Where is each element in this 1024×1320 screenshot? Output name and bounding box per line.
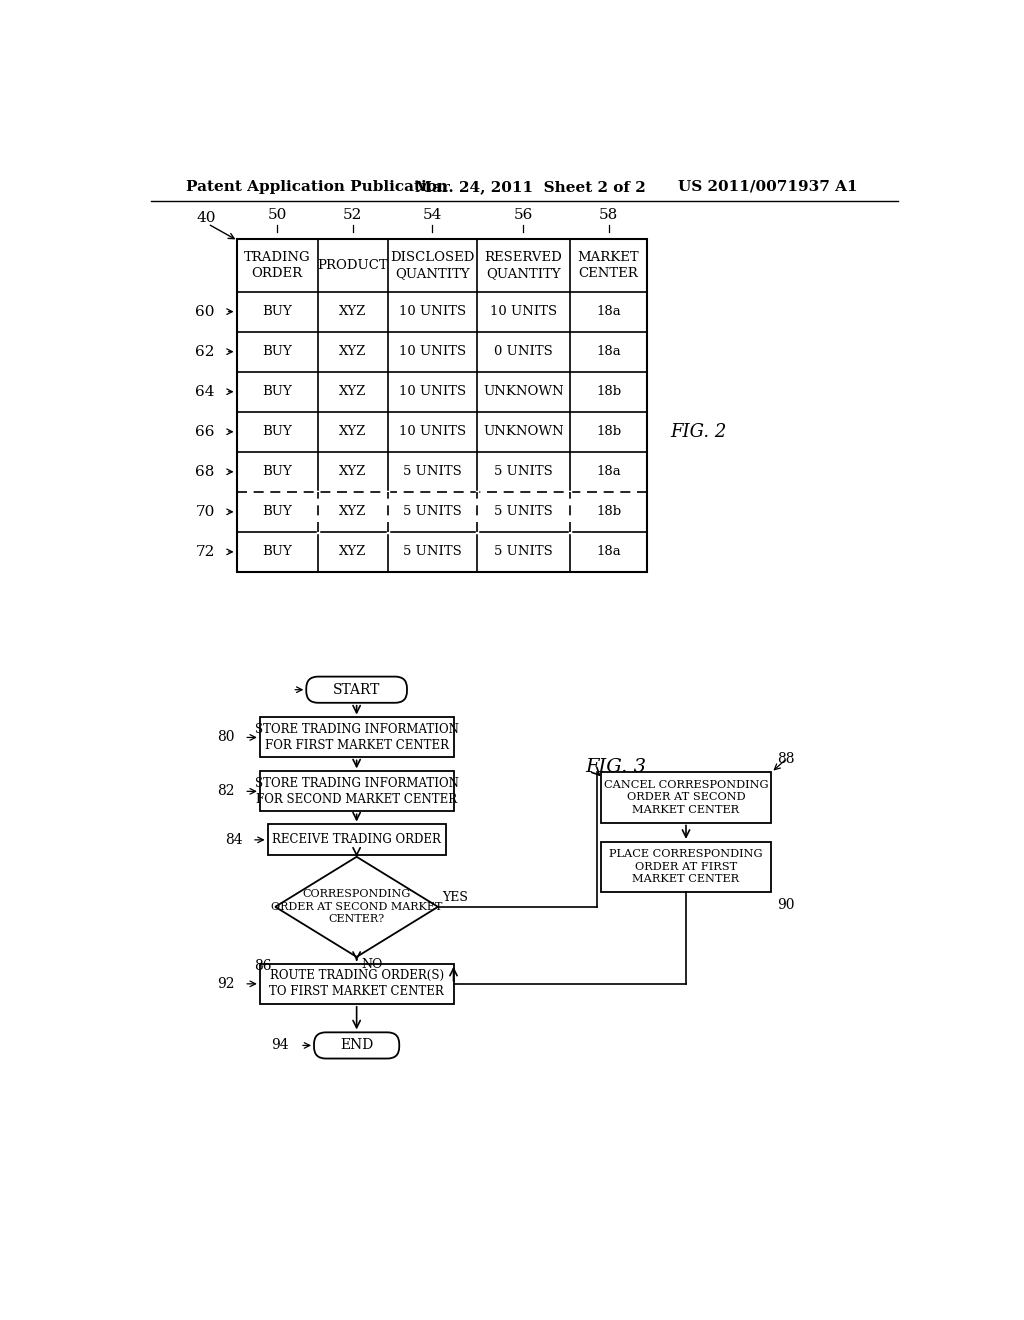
Text: XYZ: XYZ	[339, 385, 367, 399]
Text: UNKNOWN: UNKNOWN	[483, 385, 563, 399]
Text: XYZ: XYZ	[339, 545, 367, 558]
Text: 10 UNITS: 10 UNITS	[489, 305, 557, 318]
Text: 5 UNITS: 5 UNITS	[402, 545, 462, 558]
Text: 5 UNITS: 5 UNITS	[494, 545, 553, 558]
Bar	[601, 842, 771, 892]
Text: 58: 58	[599, 207, 618, 222]
Text: 82: 82	[217, 784, 234, 799]
Text: CANCEL CORRESPONDING
ORDER AT SECOND
MARKET CENTER: CANCEL CORRESPONDING ORDER AT SECOND MAR…	[604, 780, 768, 814]
Text: BUY: BUY	[262, 345, 292, 358]
Text: YES: YES	[442, 891, 468, 904]
Text: 5 UNITS: 5 UNITS	[494, 506, 553, 519]
Text: 64: 64	[196, 384, 215, 399]
Text: UNKNOWN: UNKNOWN	[483, 425, 563, 438]
Text: XYZ: XYZ	[339, 345, 367, 358]
Text: XYZ: XYZ	[339, 465, 367, 478]
Bar	[267, 825, 445, 855]
Text: 10 UNITS: 10 UNITS	[398, 305, 466, 318]
Text: Patent Application Publication: Patent Application Publication	[186, 180, 449, 194]
Text: US 2011/0071937 A1: US 2011/0071937 A1	[678, 180, 858, 194]
Text: 10 UNITS: 10 UNITS	[398, 425, 466, 438]
Text: FIG. 3: FIG. 3	[586, 758, 646, 776]
Text: BUY: BUY	[262, 305, 292, 318]
Text: 92: 92	[217, 977, 234, 991]
Text: Mar. 24, 2011  Sheet 2 of 2: Mar. 24, 2011 Sheet 2 of 2	[415, 180, 645, 194]
Text: BUY: BUY	[262, 425, 292, 438]
Text: STORE TRADING INFORMATION
FOR FIRST MARKET CENTER: STORE TRADING INFORMATION FOR FIRST MARK…	[255, 723, 459, 752]
Text: 18a: 18a	[596, 465, 621, 478]
Text: PLACE CORRESPONDING
ORDER AT FIRST
MARKET CENTER: PLACE CORRESPONDING ORDER AT FIRST MARKE…	[609, 849, 763, 884]
Text: 52: 52	[343, 207, 362, 222]
Text: 5 UNITS: 5 UNITS	[494, 465, 553, 478]
Text: 86: 86	[254, 960, 271, 973]
Text: BUY: BUY	[262, 465, 292, 478]
Text: 70: 70	[196, 504, 215, 519]
Text: 62: 62	[196, 345, 215, 359]
Bar	[601, 772, 771, 822]
Text: XYZ: XYZ	[339, 425, 367, 438]
Text: 40: 40	[197, 211, 216, 226]
Text: 68: 68	[196, 465, 215, 479]
Text: 5 UNITS: 5 UNITS	[402, 506, 462, 519]
Text: XYZ: XYZ	[339, 506, 367, 519]
Text: DISCLOSED
QUANTITY: DISCLOSED QUANTITY	[390, 251, 474, 280]
Text: 18b: 18b	[596, 506, 622, 519]
Text: 72: 72	[196, 545, 215, 558]
Text: 18b: 18b	[596, 385, 622, 399]
Text: RESERVED
QUANTITY: RESERVED QUANTITY	[484, 251, 562, 280]
Text: 18a: 18a	[596, 345, 621, 358]
Text: 10 UNITS: 10 UNITS	[398, 345, 466, 358]
Text: 18b: 18b	[596, 425, 622, 438]
Text: 84: 84	[225, 833, 243, 847]
Text: FIG. 2: FIG. 2	[671, 422, 727, 441]
Text: 18a: 18a	[596, 305, 621, 318]
Bar	[260, 771, 454, 812]
Text: 80: 80	[217, 730, 234, 744]
Bar	[260, 718, 454, 758]
Bar	[237, 239, 647, 572]
Text: 66: 66	[196, 425, 215, 438]
Text: 5 UNITS: 5 UNITS	[402, 465, 462, 478]
Text: MARKET
CENTER: MARKET CENTER	[578, 251, 639, 280]
Text: RECEIVE TRADING ORDER: RECEIVE TRADING ORDER	[272, 833, 441, 846]
Text: 56: 56	[514, 207, 532, 222]
Text: XYZ: XYZ	[339, 305, 367, 318]
Text: CORRESPONDING
ORDER AT SECOND MARKET
CENTER?: CORRESPONDING ORDER AT SECOND MARKET CEN…	[271, 890, 442, 924]
Text: TRADING
ORDER: TRADING ORDER	[244, 251, 310, 280]
Text: BUY: BUY	[262, 506, 292, 519]
Text: NO: NO	[361, 958, 383, 970]
Text: ROUTE TRADING ORDER(S)
TO FIRST MARKET CENTER: ROUTE TRADING ORDER(S) TO FIRST MARKET C…	[269, 969, 444, 998]
Text: END: END	[340, 1039, 374, 1052]
Text: 0 UNITS: 0 UNITS	[494, 345, 553, 358]
Text: PRODUCT: PRODUCT	[317, 259, 388, 272]
Text: 90: 90	[777, 898, 795, 912]
Text: 50: 50	[267, 207, 287, 222]
Bar	[260, 964, 454, 1003]
Text: 18a: 18a	[596, 545, 621, 558]
Text: 54: 54	[423, 207, 442, 222]
Text: 88: 88	[777, 752, 795, 767]
Text: 60: 60	[196, 305, 215, 318]
Text: BUY: BUY	[262, 545, 292, 558]
Text: BUY: BUY	[262, 385, 292, 399]
Text: 94: 94	[271, 1039, 289, 1052]
Text: 10 UNITS: 10 UNITS	[398, 385, 466, 399]
Text: START: START	[333, 682, 380, 697]
Text: STORE TRADING INFORMATION
FOR SECOND MARKET CENTER: STORE TRADING INFORMATION FOR SECOND MAR…	[255, 777, 459, 805]
